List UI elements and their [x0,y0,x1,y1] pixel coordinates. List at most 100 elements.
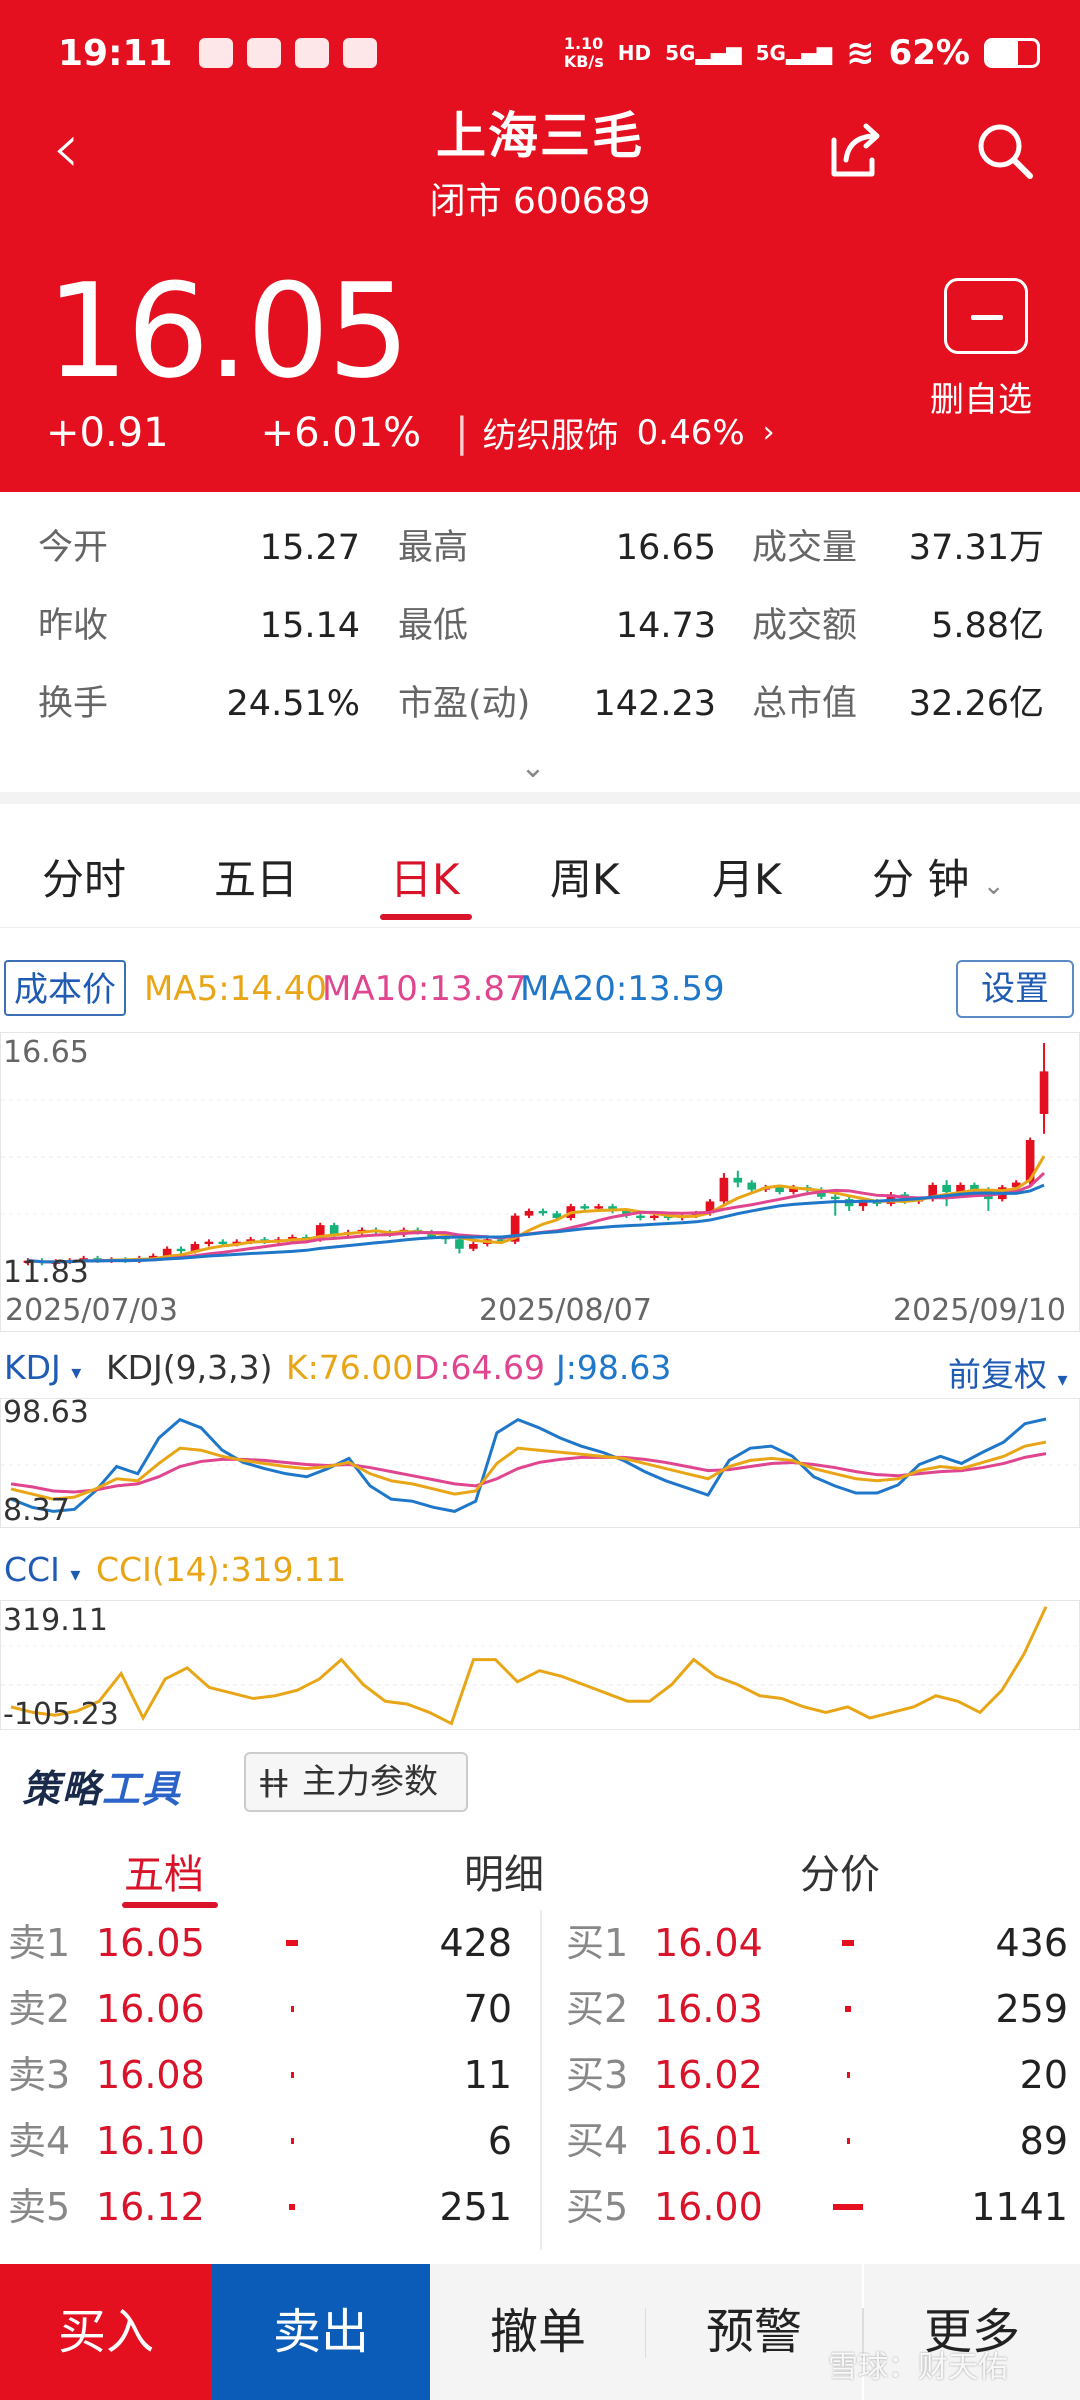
sell-volume-bar [290,2072,294,2078]
candle-body [636,1215,645,1219]
tab-minute[interactable]: 分 钟 ⌄ [872,846,1005,907]
buy-level-label: 买4 [566,2119,629,2163]
remove-favorite-label[interactable]: 删自选 [930,380,1032,420]
candle-body [315,1225,325,1240]
cci-params: CCI(14):319.11 [96,1550,347,1589]
sell-volume-bar [290,2138,294,2144]
buy-level-row[interactable]: 买5 16.00 1141 [566,2174,1068,2240]
main-force-params-label: 主力参数 [302,1762,438,1802]
candle-body [830,1196,840,1200]
share-icon[interactable] [820,116,890,186]
sell-level-volume: 70 [463,1987,512,2031]
tab-level-five[interactable]: 五档 [124,1852,204,1898]
chevron-right-icon[interactable]: › [762,415,775,450]
adjust-mode-label: 前复权 [948,1355,1047,1394]
stat-value: 142.23 [593,684,716,724]
chevron-down-icon[interactable]: ⌄ [520,750,546,785]
candle [538,1208,548,1216]
signal-5g-icon-2: 5G▂▄▆ [755,41,833,65]
cci-title: CCI [4,1550,60,1589]
sell-level-price: 16.06 [96,1987,205,2031]
stat-item: 最高 16.65 [398,518,716,578]
candle-body [288,1236,297,1240]
x-label-mid: 2025/08/07 [479,1293,652,1328]
candle-body [580,1206,590,1209]
stat-item: 总市值 32.26亿 [752,674,1044,734]
buy-level-row[interactable]: 买4 16.01 89 [566,2108,1068,2174]
tab-daily-k[interactable]: 日K [390,855,460,904]
sell-level-label: 卖1 [8,1921,71,1965]
sell-level-row[interactable]: 卖2 16.06 70 [8,1976,512,2042]
kdj-chart[interactable]: 98.63 8.37 [0,1395,1080,1528]
stat-label: 总市值 [752,684,858,724]
lala-app-icon [342,38,377,68]
candle-body [552,1213,562,1219]
remove-favorite-button[interactable] [944,278,1028,354]
hd-icon: HD [617,41,652,65]
kdj-indicator-selector[interactable]: KDJ ▾ [4,1348,81,1387]
buy-level-row[interactable]: 买2 16.03 259 [566,1976,1068,2042]
price-change-pct: +6.01% [260,409,422,456]
tab-detail[interactable]: 明细 [464,1852,544,1898]
candle-body [719,1177,729,1202]
notification-icons [198,38,377,68]
cancel-order-button[interactable]: 撤单 [430,2264,646,2400]
sell-level-volume: 251 [439,2185,512,2229]
kdj-svg [1,1417,1080,1513]
industry-pct[interactable]: 0.46% [636,412,745,453]
sell-level-row[interactable]: 卖1 16.05 428 [8,1910,512,1976]
buy-level-price: 16.04 [654,1921,763,1965]
sell-level-row[interactable]: 卖4 16.10 6 [8,2108,512,2174]
stat-label: 换手 [38,684,109,724]
candle [455,1236,464,1254]
sell-level-row[interactable]: 卖5 16.12 251 [8,2174,512,2240]
cci-indicator-selector[interactable]: CCI ▾ [4,1550,80,1589]
cci-line [10,1606,1048,1726]
tab-weekly-k[interactable]: 周K [550,855,620,904]
candle-body [1039,1071,1049,1114]
strategy-title-b: 工具 [102,1767,183,1811]
buy-level-label: 买5 [566,2185,629,2229]
tab-minute-label: 分 钟 [872,855,970,904]
stat-label: 市盈(动) [398,684,531,724]
settings-button[interactable]: 设置 [956,960,1074,1018]
cost-price-button[interactable]: 成本价 [4,960,126,1016]
sell-button[interactable]: 卖出 [212,2264,430,2400]
buy-level-volume: 1141 [971,2185,1068,2229]
buy-volume-bar [844,2006,852,2012]
period-tabs: 分时 五日 日K 周K 月K 分 钟 ⌄ [0,818,1080,928]
candle-body [162,1248,172,1256]
adjust-mode-selector[interactable]: 前复权 ▾ [948,1348,1068,1396]
sliders-icon: ǂǂ [260,1764,288,1799]
price-alert-button[interactable]: 预警 [646,2264,862,2400]
sell-volume-bar [288,2204,296,2210]
sell-volume-bar [290,2006,294,2012]
main-force-params-button[interactable]: ǂǂ 主力参数 [244,1752,468,1812]
back-icon[interactable]: ‹ [52,107,80,189]
cci-legend: CCI ▾ CCI(14):319.11 [0,1542,1080,1602]
tab-monthly-k[interactable]: 月K [712,855,782,904]
more-button[interactable]: 更多 [864,2264,1080,2400]
status-bar: 19:11 1.10 KB/s HD 5G▂▄▆ 5G▂▄▆ ≋ 62% [58,28,1040,78]
battery-percent: 62% [888,33,970,73]
industry-name[interactable]: 纺织服饰 [482,416,619,456]
candle-body [455,1239,464,1249]
x-label-end: 2025/09/10 [893,1293,1066,1328]
buy-level-row[interactable]: 买3 16.02 20 [566,2042,1068,2108]
buy-button[interactable]: 买入 [0,2264,212,2400]
buy-level-volume: 259 [995,1987,1068,2031]
buy-level-row[interactable]: 买1 16.04 436 [566,1910,1068,1976]
sell-level-price: 16.10 [96,2119,205,2163]
sell-level-label: 卖2 [8,1987,71,2031]
tab-five-day[interactable]: 五日 [214,855,299,904]
cci-chart[interactable]: 319.11 -105.23 [0,1600,1080,1732]
sell-level-row[interactable]: 卖3 16.08 11 [8,2042,512,2108]
tab-price-distribution[interactable]: 分价 [800,1852,880,1898]
tab-intraday[interactable]: 分时 [42,855,127,904]
order-book: 卖1 16.05 428 卖2 16.06 70 卖3 16.08 11 卖4 16.10 6 卖5 16… [0,1910,1080,2250]
kdj-title: KDJ [4,1348,61,1387]
sell-level-volume: 6 [487,2119,512,2163]
search-icon[interactable] [970,116,1040,186]
order-book-tabs: 五档 明细 分价 [0,1836,1080,1908]
candlestick-chart[interactable]: 16.65 11.83 2025/07/03 2025/08/07 2025/0… [0,1032,1080,1332]
